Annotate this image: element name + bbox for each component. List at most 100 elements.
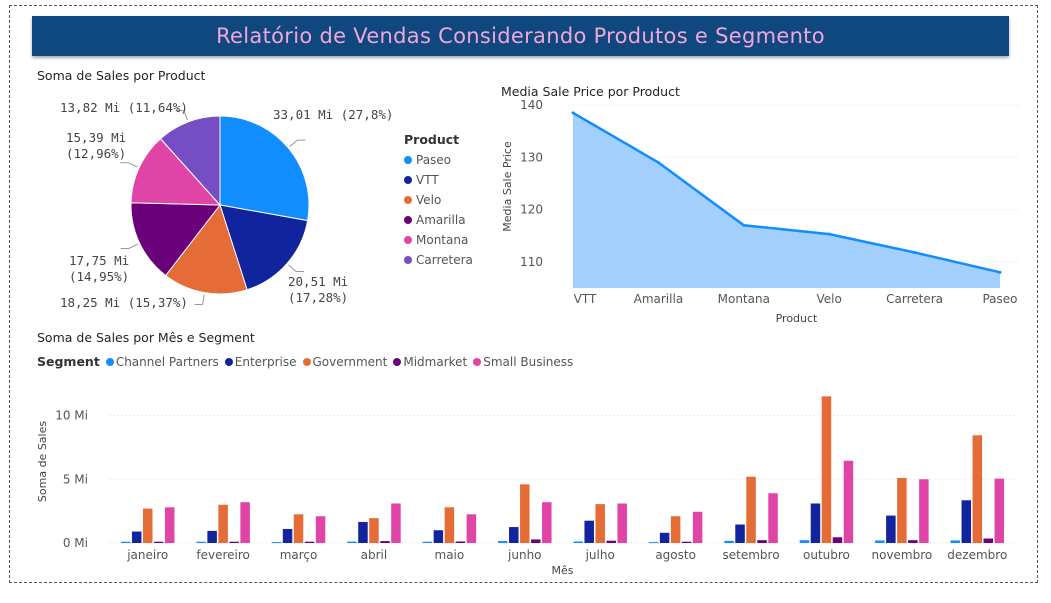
x-tick-label-novembro: novembro — [872, 548, 933, 562]
bar-julho-government[interactable] — [595, 504, 605, 543]
bar-fevereiro-small-business[interactable] — [240, 502, 250, 543]
pie-slice-velo[interactable] — [164, 203, 248, 295]
area-point-vtt[interactable] — [571, 111, 575, 115]
bar-marco-enterprise[interactable] — [282, 528, 293, 543]
area-point-paseo[interactable] — [998, 270, 1002, 274]
pie-chart[interactable]: 33,01 Mi (27,8%) 20,51 Mi (17,28%) 18,25 Mi… — [30, 88, 400, 318]
pie-slice-paseo[interactable] — [219, 115, 310, 222]
bar-junho-small-business[interactable] — [542, 502, 552, 543]
pie-slice-vtt[interactable] — [219, 204, 309, 291]
bar-abril-enterprise[interactable] — [358, 521, 368, 543]
bar-janeiro-small-business[interactable] — [164, 507, 175, 543]
bar-novembro-midmarket[interactable] — [908, 540, 918, 543]
x-tick-label-montana: Montana — [718, 292, 770, 306]
bar-legend-item-enterprise[interactable]: Enterprise — [224, 355, 297, 369]
bar-abril-small-business[interactable] — [391, 503, 401, 543]
area-point-carretera[interactable] — [913, 250, 917, 254]
y-tick-label: 5 Mi — [63, 472, 88, 486]
bar-chart[interactable]: 10 Mi 5 Mi 0 Mi janeiro fevereiro março abril m… — [30, 380, 1025, 578]
bar-legend-item-small-business[interactable]: Small Business — [473, 355, 573, 369]
bar-outubro-government[interactable] — [821, 396, 832, 543]
bar-fevereiro-midmarket[interactable] — [229, 541, 239, 543]
bar-julho-midmarket[interactable] — [606, 540, 616, 543]
bar-dezembro-enterprise[interactable] — [961, 500, 972, 543]
bar-agosto-enterprise[interactable] — [659, 532, 670, 543]
bar-legend-label: Midmarket — [403, 354, 468, 369]
pie-legend-item-carretera[interactable]: Carretera — [404, 253, 473, 267]
bar-agosto-small-business[interactable] — [692, 511, 703, 543]
area-fill[interactable] — [573, 112, 1000, 288]
bar-maio-midmarket[interactable] — [455, 541, 466, 543]
bar-novembro-channel-partners[interactable] — [875, 540, 885, 543]
bar-setembro-government[interactable] — [746, 476, 756, 543]
bar-novembro-small-business[interactable] — [919, 479, 929, 543]
area-chart[interactable]: 140 130 120 110 VTT Amarilla Montana Velo Carret… — [495, 100, 1030, 330]
bar-outubro-midmarket[interactable] — [832, 537, 843, 543]
bar-setembro-midmarket[interactable] — [757, 540, 767, 543]
bar-legend-item-midmarket[interactable]: Midmarket — [393, 355, 467, 369]
pie-slice-montana[interactable] — [130, 138, 222, 206]
bar-janeiro-channel-partners[interactable] — [120, 541, 131, 543]
bar-legend-item-government[interactable]: Government — [302, 354, 388, 369]
bar-novembro-enterprise[interactable] — [886, 515, 896, 543]
bar-setembro-channel-partners[interactable] — [724, 540, 734, 543]
pie-legend-item-velo[interactable]: Velo — [404, 193, 473, 207]
bar-setembro-enterprise[interactable] — [735, 524, 745, 543]
area-point-velo[interactable] — [827, 232, 831, 236]
x-tick-label-julho: julho — [585, 548, 615, 562]
bar-janeiro-enterprise[interactable] — [131, 531, 142, 543]
bar-maio-small-business[interactable] — [466, 514, 477, 543]
pie-legend-item-vtt[interactable]: VTT — [404, 173, 473, 187]
bar-julho-enterprise[interactable] — [584, 520, 594, 543]
pie-legend-item-amarilla[interactable]: Amarilla — [404, 213, 473, 227]
pie-legend[interactable]: Product Paseo VTT Velo Amarilla Montana Carre… — [404, 132, 473, 267]
bar-junho-channel-partners[interactable] — [498, 541, 508, 543]
pie-legend-item-paseo[interactable]: Paseo — [404, 153, 473, 167]
bar-abril-midmarket[interactable] — [380, 541, 390, 543]
bar-maio-channel-partners[interactable] — [422, 541, 433, 543]
bar-marco-small-business[interactable] — [315, 516, 326, 543]
bar-julho-small-business[interactable] — [617, 503, 627, 543]
bar-dezembro-midmarket[interactable] — [983, 538, 994, 543]
bar-abril-channel-partners[interactable] — [347, 541, 357, 543]
bar-fevereiro-channel-partners[interactable] — [196, 541, 206, 543]
bar-legend[interactable]: Segment Channel Partners Enterprise Govern… — [37, 354, 579, 369]
bar-marco-midmarket[interactable] — [304, 541, 315, 543]
bar-fevereiro-government[interactable] — [218, 504, 228, 543]
x-tick-label-carretera: Carretera — [886, 292, 943, 306]
bar-maio-government[interactable] — [444, 507, 455, 543]
bar-dezembro-channel-partners[interactable] — [950, 540, 961, 543]
pie-legend-item-montana[interactable]: Montana — [404, 233, 473, 247]
area-point-montana[interactable] — [742, 223, 746, 227]
pie-data-label-velo: 18,25 Mi (15,37%) — [60, 295, 188, 310]
bar-marco-channel-partners[interactable] — [271, 542, 282, 544]
bar-agosto-midmarket[interactable] — [681, 541, 692, 543]
bar-novembro-government[interactable] — [897, 477, 907, 543]
bar-abril-government[interactable] — [369, 518, 379, 543]
bar-junho-enterprise[interactable] — [509, 527, 519, 543]
bar-setembro-small-business[interactable] — [768, 493, 778, 543]
bar-outubro-enterprise[interactable] — [810, 503, 821, 543]
bar-julho-channel-partners[interactable] — [573, 541, 583, 543]
bar-maio-enterprise[interactable] — [433, 530, 444, 543]
legend-marker — [404, 256, 412, 264]
bar-dezembro-government[interactable] — [972, 435, 983, 543]
bar-janeiro-midmarket[interactable] — [153, 541, 164, 543]
bar-legend-item-channel-partners[interactable]: Channel Partners — [105, 355, 219, 369]
bar-outubro-small-business[interactable] — [843, 460, 854, 543]
area-line[interactable] — [572, 111, 1001, 274]
bar-outubro-channel-partners[interactable] — [799, 540, 810, 543]
pie-slice-carretera[interactable] — [159, 115, 221, 207]
bar-legend-label: Government — [312, 354, 388, 369]
pie-leader-line — [175, 110, 188, 121]
bar-agosto-channel-partners[interactable] — [648, 542, 659, 544]
pie-slice-amarilla[interactable] — [130, 202, 221, 277]
bar-fevereiro-enterprise[interactable] — [207, 530, 217, 543]
bar-junho-government[interactable] — [520, 484, 530, 543]
bar-marco-government[interactable] — [293, 514, 304, 543]
bar-junho-midmarket[interactable] — [531, 539, 541, 543]
bar-agosto-government[interactable] — [670, 516, 681, 543]
bar-janeiro-government[interactable] — [142, 508, 153, 543]
area-point-amarilla[interactable] — [656, 161, 660, 165]
bar-dezembro-small-business[interactable] — [994, 478, 1005, 543]
